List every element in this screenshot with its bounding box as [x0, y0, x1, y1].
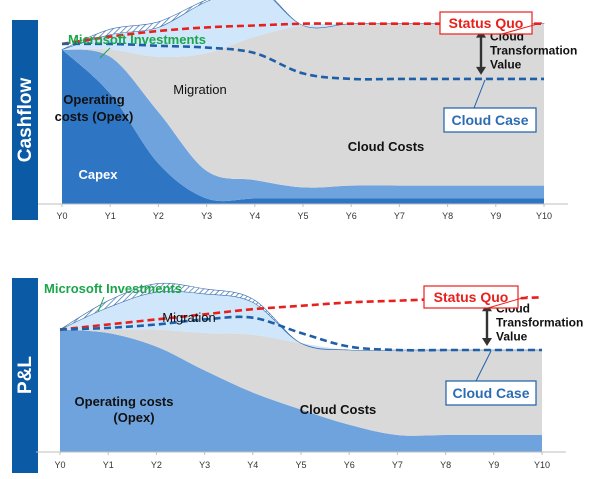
x-tick-label: Y4 — [249, 211, 260, 221]
cashflow-panel: Cashflow Y0 Y1 Y2 Y3 Y4 Y5 Y6 Y7 Y8 Y9 Y10 CloudTr… — [12, 0, 577, 221]
cloud-costs-label: Cloud Costs — [300, 402, 377, 417]
pl-panel: P&L Y0 Y1 Y2 Y3 Y4 Y5 Y6 Y7 Y8 Y9 Y10 CloudTransfo… — [12, 278, 583, 473]
x-tick-label: Y10 — [536, 211, 552, 221]
x-tick-label: Y8 — [442, 211, 453, 221]
cloud-case-label: Cloud Case — [452, 385, 529, 401]
x-tick-label: Y1 — [105, 211, 116, 221]
cloud-transformation-value-label: Value — [490, 57, 522, 71]
x-tick-label: Y8 — [440, 460, 451, 470]
x-tick-label: Y0 — [54, 460, 65, 470]
cloud-costs-area — [62, 23, 544, 188]
status-quo-leader — [487, 295, 529, 309]
cloud-case-leader — [475, 350, 492, 382]
status-quo-box — [439, 11, 533, 35]
opex-label: (Opex) — [113, 410, 154, 425]
microsoft-investments-label: Microsoft Investments — [68, 32, 206, 47]
operating-costs-opex-area — [62, 49, 544, 202]
migration-area — [60, 291, 542, 351]
cloud-costs-label: Cloud Costs — [348, 139, 425, 154]
operating-costs-opex-area — [60, 329, 542, 452]
capex-label: Capex — [78, 167, 118, 182]
x-tick-label: Y6 — [346, 211, 357, 221]
cloud-case-line — [61, 42, 544, 81]
migration-label: Migration — [162, 310, 215, 325]
cloud-transformation-value-label: Transformation — [490, 43, 577, 57]
cloud-case-box — [443, 107, 537, 133]
x-tick-label: Y7 — [394, 211, 405, 221]
status-quo-box — [423, 285, 519, 309]
ctv-arrow-head-down — [476, 66, 486, 75]
opex-label: Operating — [63, 92, 124, 107]
x-tick-label: Y2 — [151, 460, 162, 470]
x-tick-label: Y10 — [534, 460, 550, 470]
cloud-case-leader — [473, 79, 486, 109]
cloud-transformation-value-label: Value — [496, 330, 528, 344]
cloud-transformation-value-label: Transformation — [496, 316, 583, 330]
cashflow-panel-label: Cashflow — [15, 78, 36, 163]
status-quo-label: Status Quo — [434, 289, 509, 305]
migration-label: Migration — [173, 82, 226, 97]
x-tick-label: Y5 — [295, 460, 306, 470]
migration-area — [62, 0, 544, 57]
cloud-case-line — [59, 315, 542, 352]
opex-label: costs (Opex) — [55, 109, 134, 124]
x-tick-label: Y1 — [103, 460, 114, 470]
x-tick-label: Y0 — [56, 211, 67, 221]
cloud-costs-area — [60, 329, 542, 436]
cloud-case-label: Cloud Case — [451, 112, 528, 128]
microsoft-investments-label: Microsoft Investments — [44, 281, 182, 296]
microsoft-investments-area — [61, 0, 545, 50]
microsoft-investments-leader — [99, 47, 111, 59]
x-tick-label: Y3 — [199, 460, 210, 470]
pl-side-bar — [12, 278, 38, 473]
opex-label: Operating costs — [75, 394, 174, 409]
status-quo-label: Status Quo — [449, 15, 524, 31]
pl-panel-label: P&L — [15, 356, 36, 394]
cloud-case-box — [445, 380, 537, 406]
x-tick-label: Y3 — [201, 211, 212, 221]
microsoft-investments-area — [59, 282, 542, 351]
x-tick-label: Y9 — [488, 460, 499, 470]
ctv-arrow-head-down — [482, 338, 492, 346]
x-tick-label: Y7 — [392, 460, 403, 470]
x-tick-label: Y6 — [344, 460, 355, 470]
x-tick-label: Y4 — [247, 460, 258, 470]
cashflow-side-bar — [12, 20, 38, 220]
x-tick-label: Y5 — [297, 211, 308, 221]
x-tick-label: Y2 — [153, 211, 164, 221]
x-tick-label: Y9 — [490, 211, 501, 221]
capex-area — [62, 49, 544, 204]
microsoft-investments-leader — [97, 296, 105, 313]
status-quo-leader — [501, 22, 543, 35]
